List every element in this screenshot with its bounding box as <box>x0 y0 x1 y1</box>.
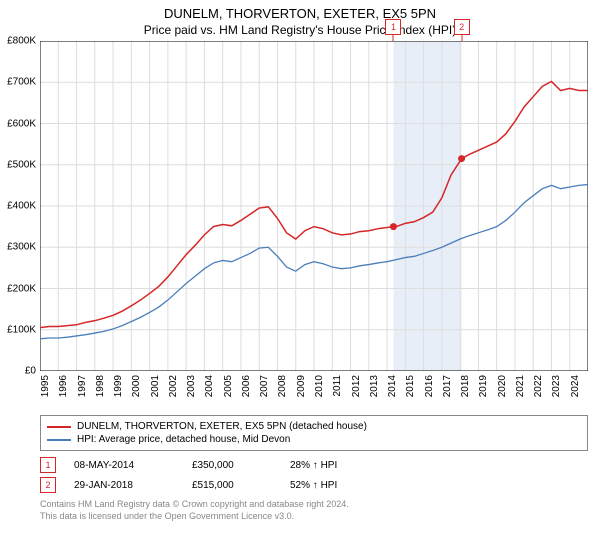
y-tick-label: £300K <box>7 242 36 253</box>
annotation-row: 1 08-MAY-2014 £350,000 28% ↑ HPI <box>40 455 588 475</box>
annotation-pct: 52% ↑ HPI <box>290 480 337 491</box>
x-tick-label: 2010 <box>314 375 325 397</box>
legend-swatch <box>47 439 71 441</box>
x-tick-label: 1997 <box>77 375 88 397</box>
x-tick-label: 2013 <box>369 375 380 397</box>
x-tick-label: 2008 <box>277 375 288 397</box>
legend-item: HPI: Average price, detached house, Mid … <box>47 433 581 446</box>
y-tick-label: £800K <box>7 36 36 47</box>
y-tick-label: £400K <box>7 201 36 212</box>
annotation-date: 29-JAN-2018 <box>74 480 174 491</box>
legend-label: DUNELM, THORVERTON, EXETER, EX5 5PN (det… <box>77 421 367 432</box>
legend-item: DUNELM, THORVERTON, EXETER, EX5 5PN (det… <box>47 420 581 433</box>
footer-line1: Contains HM Land Registry data © Crown c… <box>40 499 588 511</box>
callout-marker: 2 <box>454 19 470 35</box>
x-tick-label: 2018 <box>460 375 471 397</box>
y-tick-label: £0 <box>25 366 36 377</box>
x-tick-label: 2007 <box>259 375 270 397</box>
x-tick-label: 2015 <box>405 375 416 397</box>
x-tick-label: 2021 <box>515 375 526 397</box>
chart-title: DUNELM, THORVERTON, EXETER, EX5 5PN <box>0 0 600 21</box>
y-tick-label: £500K <box>7 159 36 170</box>
x-tick-label: 1999 <box>113 375 124 397</box>
footer-line2: This data is licensed under the Open Gov… <box>40 511 588 523</box>
x-tick-label: 2020 <box>497 375 508 397</box>
legend-label: HPI: Average price, detached house, Mid … <box>77 434 290 445</box>
annotation-price: £515,000 <box>192 480 272 491</box>
x-tick-label: 2009 <box>296 375 307 397</box>
annotation-table: 1 08-MAY-2014 £350,000 28% ↑ HPI 2 29-JAN-201… <box>40 455 588 495</box>
annotation-marker: 1 <box>40 457 56 473</box>
callout-marker: 1 <box>385 19 401 35</box>
x-tick-label: 2002 <box>168 375 179 397</box>
x-tick-label: 2016 <box>424 375 435 397</box>
chart-area: £0£100K£200K£300K£400K£500K£600K£700K£80… <box>40 41 588 371</box>
x-tick-label: 2005 <box>223 375 234 397</box>
y-tick-label: £700K <box>7 77 36 88</box>
x-tick-label: 2011 <box>332 375 343 397</box>
x-tick-label: 1998 <box>95 375 106 397</box>
x-tick-label: 2014 <box>387 375 398 397</box>
annotation-date: 08-MAY-2014 <box>74 460 174 471</box>
x-tick-label: 1996 <box>58 375 69 397</box>
x-tick-label: 2024 <box>570 375 581 397</box>
x-tick-label: 2019 <box>478 375 489 397</box>
chart-subtitle: Price paid vs. HM Land Registry's House … <box>0 21 600 41</box>
x-tick-label: 2022 <box>533 375 544 397</box>
x-tick-label: 2000 <box>131 375 142 397</box>
callout-line <box>393 35 394 41</box>
callout-line <box>461 35 462 41</box>
legend-swatch <box>47 426 71 428</box>
x-tick-label: 2006 <box>241 375 252 397</box>
x-tick-label: 2012 <box>351 375 362 397</box>
x-tick-label: 2023 <box>551 375 562 397</box>
x-tick-label: 2017 <box>442 375 453 397</box>
x-tick-label: 2004 <box>204 375 215 397</box>
annotation-pct: 28% ↑ HPI <box>290 460 337 471</box>
y-tick-label: £600K <box>7 118 36 129</box>
legend: DUNELM, THORVERTON, EXETER, EX5 5PN (det… <box>40 415 588 451</box>
x-tick-label: 1995 <box>40 375 51 397</box>
chart-svg <box>40 41 588 371</box>
x-tick-label: 2003 <box>186 375 197 397</box>
footer: Contains HM Land Registry data © Crown c… <box>40 499 588 522</box>
annotation-marker: 2 <box>40 477 56 493</box>
annotation-row: 2 29-JAN-2018 £515,000 52% ↑ HPI <box>40 475 588 495</box>
x-tick-label: 2001 <box>150 375 161 397</box>
y-tick-label: £100K <box>7 324 36 335</box>
annotation-price: £350,000 <box>192 460 272 471</box>
y-tick-label: £200K <box>7 283 36 294</box>
